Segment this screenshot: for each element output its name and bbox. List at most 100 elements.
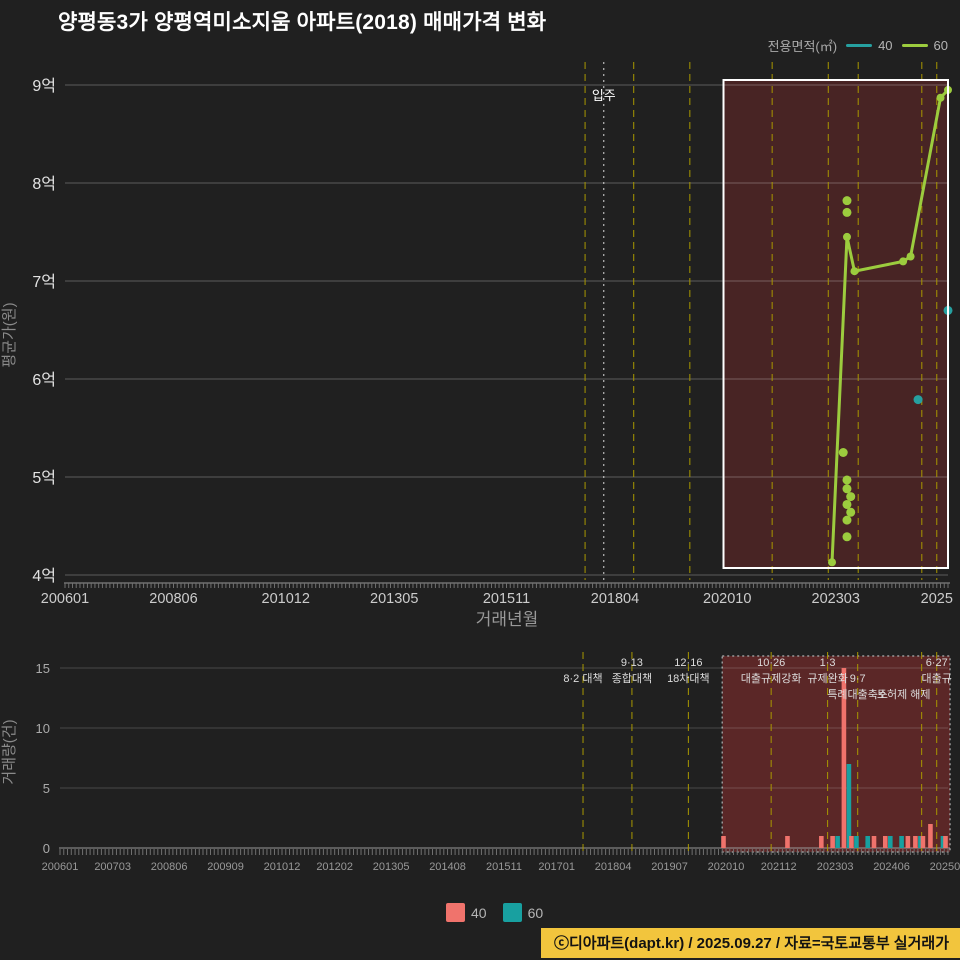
legend-item-40-label: 40 <box>878 38 893 53</box>
y-tick: 7억 <box>32 273 56 291</box>
x-tick: 200806 <box>151 861 188 873</box>
x-tick: 201701 <box>538 861 575 873</box>
volume-series-legend: 40 60 <box>446 903 543 922</box>
legend-item-40[interactable]: 40 <box>846 38 893 53</box>
x-tick: 201012 <box>262 591 310 607</box>
volume-bar-40[interactable] <box>849 836 854 848</box>
price-point-60[interactable] <box>846 507 856 517</box>
price-point-60[interactable] <box>842 196 852 206</box>
volume-bar-40[interactable] <box>785 836 790 848</box>
volume-bar-60[interactable] <box>887 836 893 848</box>
policy-label: 12·16 <box>674 657 702 669</box>
price-point-60[interactable] <box>842 515 852 525</box>
policy-label: 대출규제강화 <box>741 672 802 685</box>
x-tick: 201804 <box>591 591 639 607</box>
price-point-60[interactable] <box>842 232 851 241</box>
legend-item-volume-40-label: 40 <box>471 904 487 921</box>
policy-label: 토허제 해제 <box>877 687 931 701</box>
legend-title: 전용면적(㎡) <box>767 39 838 54</box>
volume-bar-60[interactable] <box>854 836 859 848</box>
y-tick: 8억 <box>32 175 56 193</box>
volume-bar-60[interactable] <box>918 836 923 848</box>
y-tick: 5억 <box>32 469 56 487</box>
x-tick: 201202 <box>316 861 353 873</box>
x-tick: 202112 <box>761 861 797 873</box>
price-point-60[interactable] <box>842 475 852 485</box>
y-tick: 15 <box>36 661 50 676</box>
legend-item-60[interactable]: 60 <box>901 38 948 53</box>
price-y-axis-title: 평균가(원) <box>1 302 18 367</box>
volume-bar-60[interactable] <box>835 836 840 848</box>
legend-swatch-40-icon <box>446 903 465 922</box>
volume-bar-60[interactable] <box>940 836 946 848</box>
legend-line-60-icon <box>901 44 928 47</box>
policy-label: 특례대출축소 <box>827 688 888 701</box>
move-in-label: 입주 <box>592 88 616 103</box>
legend-item-volume-60[interactable]: 60 <box>502 903 544 922</box>
volume-bar-40[interactable] <box>841 668 847 848</box>
y-tick: 10 <box>36 721 50 736</box>
volume-bar-40[interactable] <box>830 836 835 848</box>
policy-label: 대출규 <box>922 672 952 685</box>
area-size-legend: 전용면적(㎡) 40 60 <box>768 36 948 55</box>
chart-title: 양평동3가 양평역미소지움 아파트(2018) 매매가격 변화 <box>58 11 547 34</box>
x-tick: 202406 <box>873 861 910 873</box>
volume-bar-40[interactable] <box>819 836 824 848</box>
x-tick: 201408 <box>429 861 466 873</box>
x-tick: 202509 <box>930 861 960 873</box>
y-tick: 6억 <box>32 371 56 389</box>
volume-bar-40[interactable] <box>871 836 877 848</box>
volume-bar-40[interactable] <box>928 824 933 848</box>
price-point-60[interactable] <box>842 207 852 217</box>
policy-label: 6·27 <box>926 657 948 669</box>
price-point-60[interactable] <box>846 492 856 502</box>
price-point-40[interactable] <box>913 395 923 405</box>
policy-label: 종합대책 <box>612 672 652 685</box>
policy-label: 18차대책 <box>667 672 710 685</box>
x-tick: 201907 <box>651 861 688 873</box>
x-tick: 202010 <box>703 591 751 607</box>
volume-bar-40[interactable] <box>920 836 926 848</box>
x-tick: 201305 <box>373 861 410 873</box>
volume-bar-40[interactable] <box>721 836 726 848</box>
volume-bar-60[interactable] <box>846 764 852 848</box>
x-tick: 202303 <box>812 591 860 607</box>
volume-bar-40[interactable] <box>943 836 948 848</box>
price-point-60[interactable] <box>842 499 852 509</box>
volume-bar-40[interactable] <box>905 836 911 848</box>
x-tick: 201511 <box>486 861 522 873</box>
policy-label: 9·13 <box>621 657 643 669</box>
legend-line-40-icon <box>846 44 873 47</box>
price-point-60[interactable] <box>842 532 852 542</box>
policy-label: 규제완화 <box>807 672 847 685</box>
x-tick: 202303 <box>817 861 854 873</box>
highlight-border <box>722 79 950 569</box>
policy-label: 8·2 대책 <box>563 672 602 685</box>
legend-item-volume-40[interactable]: 40 <box>446 903 487 922</box>
y-tick: 0 <box>43 841 50 856</box>
volume-bar-40[interactable] <box>882 836 888 848</box>
legend-swatch-60-icon <box>502 903 522 922</box>
price-point-60[interactable] <box>842 484 852 494</box>
x-tick: 200703 <box>94 861 131 873</box>
policy-label: 9·7 <box>850 673 866 685</box>
x-tick: 201804 <box>595 861 632 873</box>
price-point-60[interactable] <box>828 558 837 567</box>
volume-bar-60[interactable] <box>899 836 904 848</box>
price-point-60[interactable] <box>850 267 859 276</box>
x-tick: 201511 <box>483 591 530 607</box>
price-point-60[interactable] <box>899 257 908 266</box>
legend-item-volume-60-label: 60 <box>527 904 544 921</box>
price-point-60[interactable] <box>838 448 848 457</box>
volume-bar-60[interactable] <box>865 836 871 848</box>
volume-y-axis-title: 거래량(건) <box>1 719 18 784</box>
policy-label: 1·3 <box>820 657 836 669</box>
x-tick: 200601 <box>41 591 89 607</box>
price-point-60[interactable] <box>936 93 945 102</box>
price-point-60[interactable] <box>906 252 915 261</box>
x-tick: 2025 <box>921 591 953 607</box>
volume-bar-40[interactable] <box>913 836 918 848</box>
source-watermark: ⓒ디아파트(dapt.kr) / 2025.09.27 / 자료=국토교통부 실… <box>540 928 960 958</box>
